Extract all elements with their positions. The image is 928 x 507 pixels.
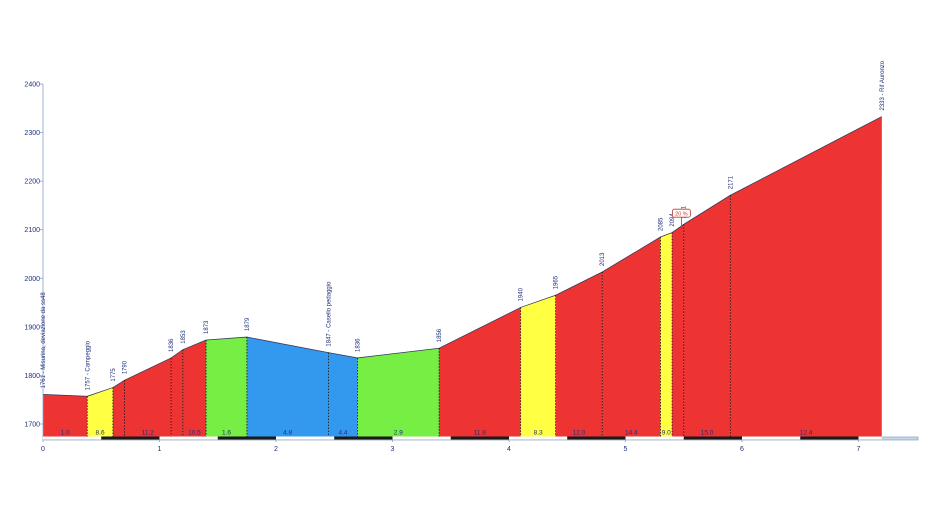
y-tick-label: 1900: [24, 324, 40, 331]
y-tick-label: 2000: [24, 276, 40, 283]
x-tick-label: 3: [391, 446, 395, 453]
elevation-point-label: 1761 - Misurina, deviazione da ss48: [41, 292, 47, 389]
segment-grade-label: 11.2: [142, 430, 155, 437]
segment-grade-label: 10.5: [188, 430, 201, 437]
segment-grade-label: 1.0: [61, 430, 70, 437]
segment-grade-label: 8.3: [534, 430, 543, 437]
y-tick-label: 2100: [24, 227, 40, 234]
profile-segment: [43, 394, 88, 437]
profile-segment: [555, 271, 603, 437]
elevation-point-label: 2085: [658, 217, 664, 231]
km-bar-segment: [450, 436, 509, 440]
km-bar-segment: [392, 436, 451, 440]
segment-grade-label: 4.4: [338, 430, 347, 437]
segment-grade-label: 11.8: [474, 430, 487, 437]
segment-dividers-layer: [42, 116, 882, 437]
y-tick-label: 2200: [24, 179, 40, 186]
profile-segment: [602, 237, 661, 437]
profile-segment: [87, 387, 113, 437]
axes-layer: [40, 83, 919, 442]
profile-segment: [171, 349, 183, 437]
profile-segment: [672, 224, 684, 437]
segment-grade-label: 14.4: [625, 430, 638, 437]
y-tick-label: 2400: [24, 82, 40, 89]
elevation-point-label: 1853: [181, 330, 187, 344]
segment-grade-label: 12.4: [800, 430, 813, 437]
segment-fills-layer: [43, 116, 882, 437]
y-tick-label: 2300: [24, 130, 40, 137]
km-bar-segment: [101, 436, 160, 440]
km-bar-segment: [742, 436, 801, 440]
elevation-point-label: 1836: [356, 338, 362, 352]
km-bar-segment: [800, 436, 859, 440]
km-bar-segment: [159, 436, 218, 440]
elevation-point-label: 1757 - Campeggio: [85, 340, 91, 390]
elevation-point-label: 1965: [554, 275, 560, 289]
segment-grade-label: 1.6: [222, 430, 231, 437]
km-bar-segment: [683, 436, 742, 440]
profile-segment: [182, 339, 207, 437]
profile-segment: [439, 307, 521, 437]
x-tick-label: 4: [507, 446, 511, 453]
km-bar-segment: [334, 436, 393, 440]
segment-grade-label: 4.8: [283, 430, 292, 437]
elevation-point-label: 2333 - Rif Auronzo: [880, 60, 886, 110]
km-bar-segment: [43, 436, 102, 440]
km-bar-segment: [625, 436, 684, 440]
elevation-point-label: 1847 - Casello pedaggio: [326, 281, 332, 347]
x-tick-label: 5: [624, 446, 628, 453]
elevation-point-label: 1879: [245, 317, 251, 331]
y-tick-label: 1700: [24, 422, 40, 429]
elevation-point-label: 1790: [123, 360, 129, 374]
profile-segment: [206, 337, 247, 437]
profile-segment: [246, 337, 329, 437]
profile-segment: [112, 380, 125, 437]
gradient-badge-label: 20 %: [675, 211, 688, 217]
x-tick-label: 0: [41, 446, 45, 453]
x-tick-label: 2: [274, 446, 278, 453]
profile-segment: [683, 195, 731, 437]
x-tick-label: 7: [857, 446, 861, 453]
km-bar-segment: [276, 436, 335, 440]
x-tick-label: 1: [158, 446, 162, 453]
elevation-point-label: 2013: [600, 252, 606, 266]
segment-grade-label: 2.9: [394, 430, 403, 437]
elevation-point-label: 1775: [111, 368, 117, 382]
km-bar-segment: [509, 436, 568, 440]
profile-segment: [328, 352, 358, 437]
elevation-point-label: 1940: [519, 287, 525, 301]
elevation-point-label: 1856: [437, 328, 443, 342]
km-bar-segment: [217, 436, 276, 440]
profile-segment: [660, 232, 673, 437]
km-bar-segment: [858, 436, 882, 440]
y-tick-label: 1800: [24, 373, 40, 380]
labels-layer: 1.0 8.6 11.2 10.5 1.6 4.8 4.4 2.9 11.8 8.3 12.0 14.…: [24, 60, 885, 453]
elevation-point-label: 1873: [204, 320, 210, 334]
profile-segment: [357, 348, 440, 437]
segment-grade-label: 8.6: [96, 430, 105, 437]
km-bar-segment: [567, 436, 626, 440]
segment-grade-label: 12.0: [573, 430, 586, 437]
profile-segment: [730, 116, 882, 437]
segment-grade-label: 9.0: [662, 430, 671, 437]
elevation-point-label: 2094: [670, 213, 676, 227]
elevation-point-label: 1836: [169, 338, 175, 352]
profile-segment: [520, 295, 556, 437]
profile-segment: [124, 357, 172, 437]
x-tick-label: 6: [740, 446, 744, 453]
elevation-point-label: 2171: [728, 175, 734, 189]
segment-grade-label: 15.0: [701, 430, 714, 437]
